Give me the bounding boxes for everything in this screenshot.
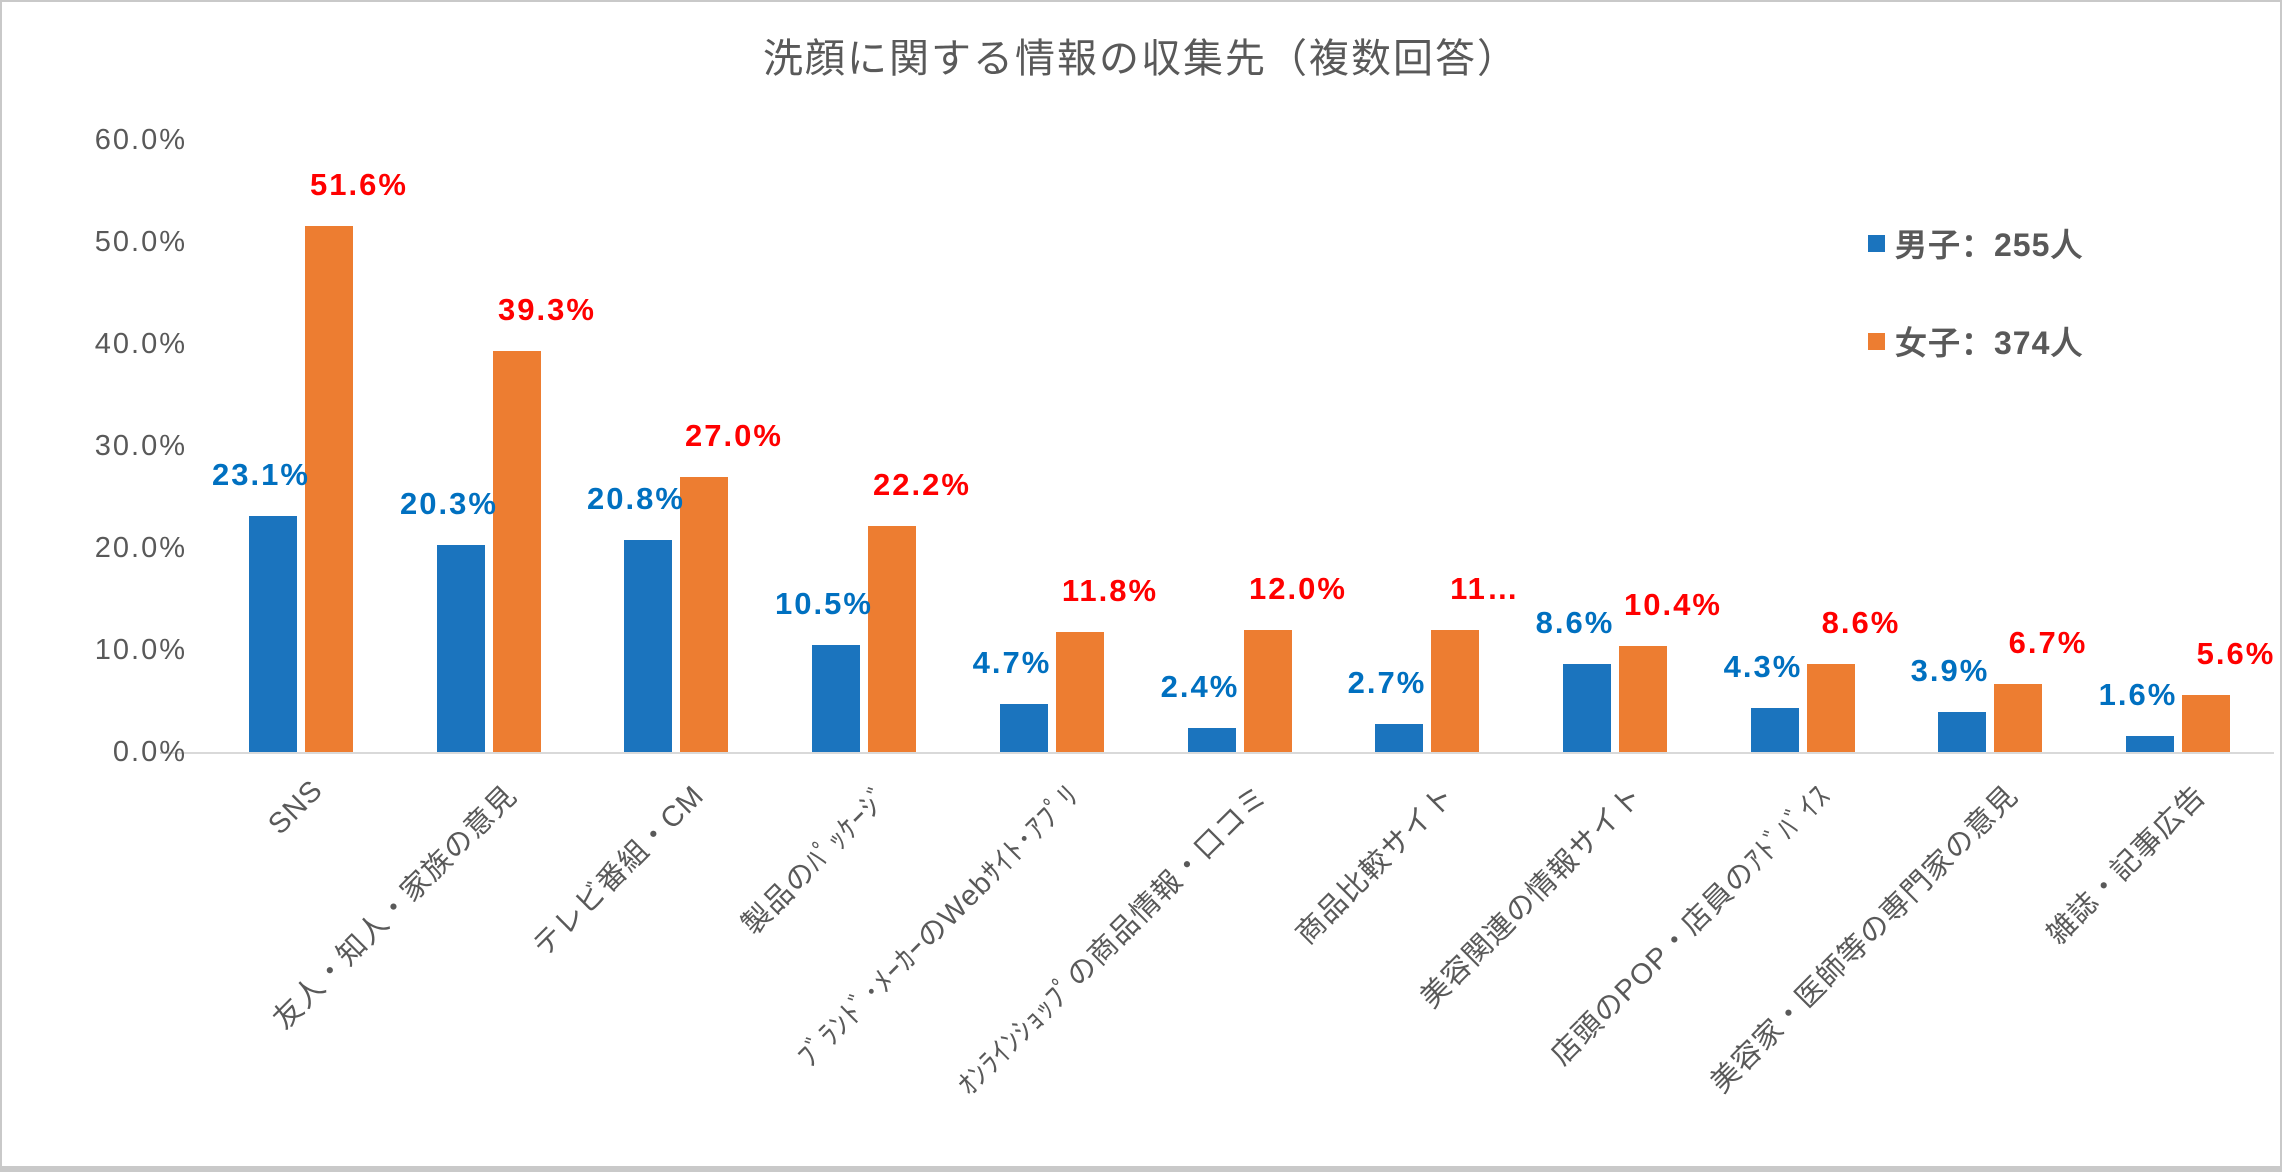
- legend-label-female: 女子：374人: [1895, 325, 2084, 361]
- y-axis-tick-label: 20.0%: [94, 532, 187, 564]
- legend-item-male: 男子：255人: [1868, 220, 2083, 266]
- bar-female: [305, 226, 353, 752]
- x-axis-label: SNS: [262, 774, 330, 841]
- x-axis-label: ｵﾝﾗｲﾝｼｮｯﾌﾟの商品情報・口コミ: [951, 779, 1275, 1103]
- legend-item-female: 女子：374人: [1868, 318, 2083, 364]
- data-label-female: 6.7%: [2008, 625, 2088, 660]
- bar-female: [1244, 630, 1292, 752]
- y-axis-tick-label: 30.0%: [94, 430, 187, 462]
- bar-male: [1751, 708, 1799, 752]
- bar-female: [1994, 684, 2042, 752]
- data-label-male: 2.4%: [1160, 669, 1240, 704]
- data-label-male: 4.3%: [1723, 649, 1803, 684]
- bar-male: [1563, 664, 1611, 752]
- x-axis-line: [160, 752, 2274, 754]
- data-label-male: 20.3%: [400, 486, 498, 521]
- bar-male: [624, 540, 672, 752]
- data-label-male: 2.7%: [1347, 665, 1427, 700]
- data-label-female: 12.0%: [1249, 571, 1347, 606]
- data-label-female: 27.0%: [685, 418, 783, 453]
- bar-female: [1056, 632, 1104, 752]
- bar-male: [1938, 712, 1986, 752]
- bar-male: [1188, 728, 1236, 752]
- data-label-male: 10.5%: [775, 586, 873, 621]
- chart-title: 洗顔に関する情報の収集先（複数回答）: [763, 37, 1519, 81]
- data-label-male: 23.1%: [212, 457, 310, 492]
- data-label-male: 4.7%: [972, 645, 1052, 680]
- y-axis-tick-label: 60.0%: [94, 124, 187, 156]
- x-axis-label: 雑誌・記事広告: [2041, 779, 2213, 951]
- bar-female: [1807, 664, 1855, 752]
- data-label-female: 11…: [1450, 571, 1520, 606]
- data-label-female: 51.6%: [310, 167, 408, 202]
- legend-label-male: 男子：255人: [1895, 227, 2084, 263]
- data-label-male: 20.8%: [587, 481, 685, 516]
- x-axis-label: 美容家・医師等の専門家の意見: [1704, 779, 2025, 1100]
- y-axis-tick-label: 0.0%: [112, 736, 187, 768]
- legend-swatch-male-icon: [1868, 234, 1885, 252]
- x-axis-label: 商品比較サイト: [1290, 779, 1462, 951]
- data-label-female: 39.3%: [498, 292, 596, 327]
- data-label-female: 10.4%: [1624, 587, 1722, 622]
- y-axis-tick-label: 40.0%: [94, 328, 187, 360]
- bar-female: [2182, 695, 2230, 752]
- legend-swatch-female-icon: [1868, 332, 1885, 350]
- data-label-male: 1.6%: [2098, 677, 2178, 712]
- bar-male: [2126, 736, 2174, 752]
- bar-male: [437, 545, 485, 752]
- bar-male: [1375, 724, 1423, 752]
- data-label-male: 8.6%: [1535, 605, 1615, 640]
- bar-female: [680, 477, 728, 752]
- bar-male: [249, 516, 297, 752]
- x-axis-label: テレビ番組・CM: [527, 779, 711, 963]
- bar-female: [493, 351, 541, 752]
- data-label-female: 5.6%: [2196, 636, 2276, 671]
- y-axis-tick-label: 10.0%: [94, 634, 187, 666]
- bar-male: [812, 645, 860, 752]
- bar-male: [1000, 704, 1048, 752]
- data-label-female: 8.6%: [1821, 605, 1901, 640]
- x-axis-label: 製品のﾊﾟｯｹｰｼﾞ: [736, 779, 899, 942]
- bar-female: [1431, 630, 1479, 752]
- data-label-female: 11.8%: [1061, 573, 1159, 608]
- data-label-female: 22.2%: [873, 467, 971, 502]
- bar-female: [1619, 646, 1667, 752]
- y-axis-tick-label: 50.0%: [94, 226, 187, 258]
- data-label-male: 3.9%: [1910, 653, 1990, 688]
- bar-female: [868, 526, 916, 752]
